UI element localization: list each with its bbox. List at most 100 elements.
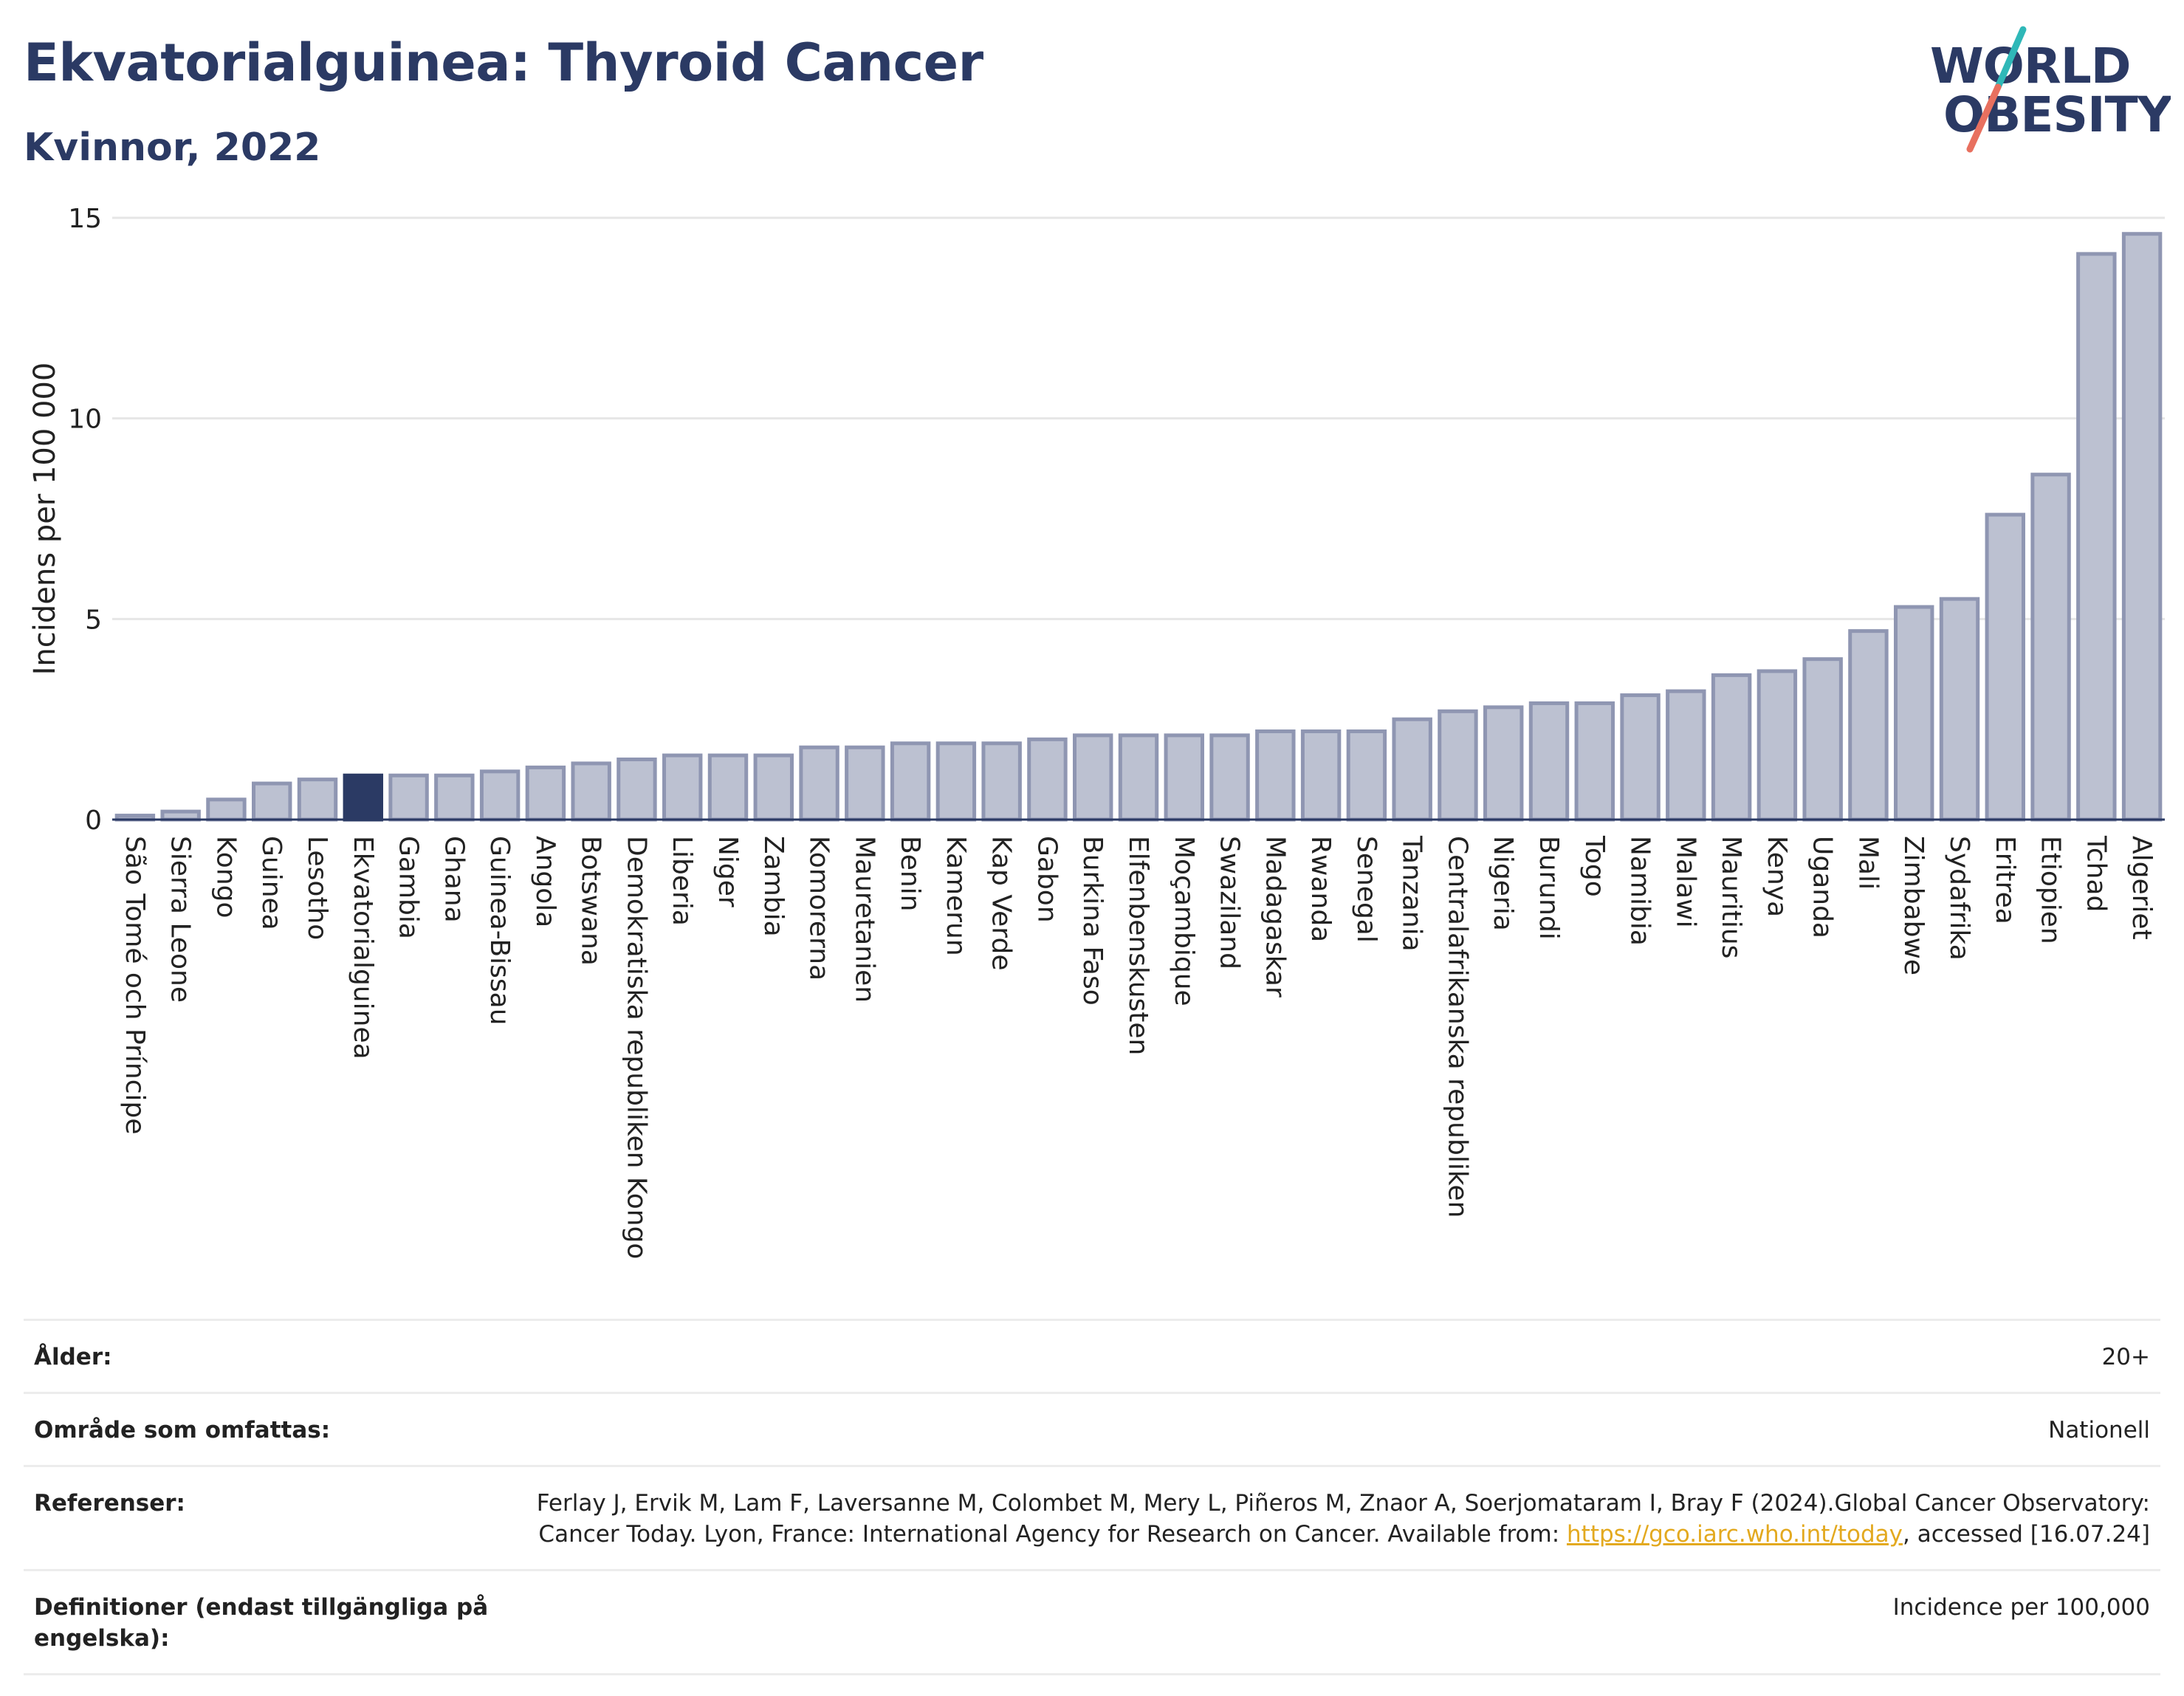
bar [1802, 657, 1843, 822]
bar [1438, 709, 1478, 822]
coverage-value: Nationell [2048, 1417, 2150, 1443]
bar [2121, 232, 2163, 822]
x-tick-label: Ekvatorialguinea [348, 836, 378, 1060]
x-tick-label: Liberia [667, 836, 697, 926]
x-tick-label: Malawi [1670, 836, 1700, 928]
bar [1164, 733, 1204, 822]
y-axis-label: Incidens per 100 000 [28, 363, 62, 676]
x-tick-label: Uganda [1807, 836, 1838, 938]
bar [1848, 629, 1889, 822]
bar-highlight [343, 773, 383, 822]
bar [753, 753, 794, 822]
bar [1255, 729, 1296, 822]
bar [571, 761, 611, 822]
x-tick-label: Guinea [256, 836, 286, 930]
bar [1985, 512, 2025, 822]
logo-line2: OBESITY [1943, 86, 2171, 143]
x-tick-label: Burundi [1534, 836, 1564, 940]
x-tick-label: Mauretanien [849, 836, 879, 1003]
bar [434, 773, 475, 822]
x-tick-label: Tchad [2081, 835, 2111, 912]
definitions-label: Definitioner (endast tillgängliga på eng… [34, 1594, 489, 1652]
x-tick-label: Elfenbenskusten [1123, 836, 1153, 1055]
x-tick-label: Namibia [1625, 836, 1655, 946]
bar [1346, 729, 1387, 822]
x-tick-label: Guinea-Bissau [484, 836, 515, 1026]
bar [1118, 733, 1159, 822]
references-text-end: , accessed [16.07.24] [1902, 1521, 2150, 1548]
bar [845, 745, 885, 822]
logo-slash-coral [1966, 83, 2002, 153]
x-tick-label: Botswana [576, 836, 606, 966]
meta-row-references: Referenser: Ferlay J, Ervik M, Lam F, La… [24, 1467, 2160, 1571]
x-tick-label: Senegal [1351, 836, 1381, 943]
bar [617, 758, 657, 822]
references-link[interactable]: https://gco.iarc.who.int/today [1567, 1521, 1903, 1548]
x-tick-label: Sydafrika [1944, 836, 1974, 961]
x-tick-label: Angola [530, 836, 560, 927]
bar [2030, 473, 2071, 822]
bar [1528, 701, 1570, 822]
bar [1620, 693, 1661, 822]
x-tick-label: Madagaskar [1260, 836, 1290, 998]
y-tick-labels: 0 5 10 15 [68, 204, 102, 836]
bar [1392, 717, 1432, 822]
x-tick-label: Nigeria [1488, 836, 1518, 931]
bar [662, 753, 703, 822]
logo-line1: WORLD [1930, 38, 2131, 95]
x-tick-label: Rwanda [1305, 836, 1336, 942]
x-tick-label: Sierra Leone [165, 836, 196, 1003]
bar [1939, 597, 1980, 822]
bar [297, 777, 338, 822]
x-tick-label: Demokratiska republiken Kongo [621, 836, 651, 1259]
bar [1711, 673, 1752, 822]
bar [479, 769, 521, 822]
bar [388, 773, 429, 822]
x-tick-label: Etiopien [2036, 836, 2066, 944]
x-tick-label: Eritrea [1990, 836, 2020, 924]
meta-row-definitions: Definitioner (endast tillgängliga på eng… [24, 1571, 2160, 1675]
gridlines [112, 216, 2165, 620]
definitions-value: Incidence per 100,000 [1892, 1594, 2150, 1621]
meta-row-coverage: Område som omfattas: Nationell [24, 1394, 2160, 1467]
x-tick-label: Zambia [758, 836, 789, 937]
y-tick-label: 15 [68, 204, 102, 234]
world-obesity-logo: WORLD OBESITY [1930, 26, 2171, 153]
x-tick-label: Benin [895, 836, 925, 911]
x-tick-label: Algeriet [2126, 836, 2157, 940]
bars [114, 232, 2163, 822]
bar [981, 741, 1022, 822]
bar [525, 765, 566, 822]
bar [890, 741, 931, 822]
chart-title: Ekvatorialguinea: Thyroid Cancer [24, 32, 983, 93]
bar [1483, 705, 1524, 822]
x-tick-label: Togo [1579, 835, 1610, 897]
references-value: Ferlay J, Ervik M, Lam F, Laversanne M, … [511, 1488, 2150, 1550]
x-tick-label: Mauritius [1716, 836, 1746, 958]
x-tick-label: Burkina Faso [1077, 836, 1108, 1006]
y-tick-label: 5 [85, 605, 102, 635]
references-text: Ferlay J, Ervik M, Lam F, Laversanne M, … [536, 1490, 2150, 1548]
coverage-label: Område som omfattas: [34, 1417, 331, 1443]
chart-subtitle: Kvinnor, 2022 [24, 126, 321, 170]
logo-slash-teal [1994, 26, 2027, 91]
y-tick-label: 0 [85, 806, 102, 836]
x-tick-label: Ghana [439, 836, 469, 923]
x-tick-label: Gambia [394, 836, 424, 939]
meta-row-age: Ålder: 20+ [24, 1321, 2160, 1394]
bar [2076, 252, 2117, 822]
age-label: Ålder: [34, 1344, 112, 1370]
bar [1757, 669, 1798, 822]
x-tick-label: Niger [712, 836, 743, 907]
bar [1666, 689, 1706, 822]
x-tick-label: Moçambique [1169, 836, 1199, 1006]
bar [1300, 729, 1342, 822]
bar-chart: Incidens per 100 000 0 5 10 15 São Tomé och… [28, 204, 2165, 1259]
x-tick-label: Kamerun [941, 836, 971, 956]
bar [1073, 733, 1113, 822]
bar [935, 741, 977, 822]
x-tick-label: Centralafrikanska republiken [1442, 836, 1472, 1218]
x-tick-label: Kenya [1762, 836, 1792, 917]
x-tick-label: Komorerna [804, 836, 834, 981]
bar [1894, 605, 1934, 822]
